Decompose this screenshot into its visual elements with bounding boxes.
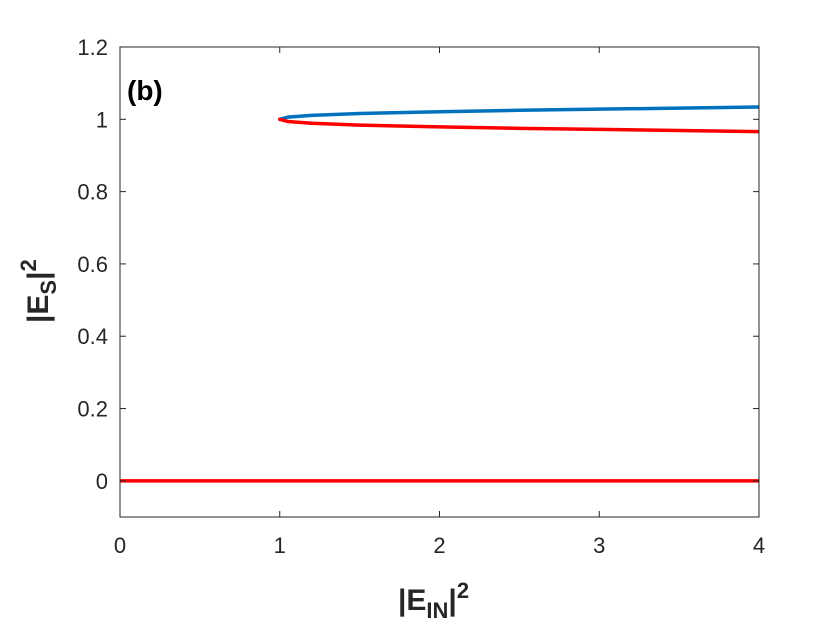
y-tick-label: 0 bbox=[96, 469, 108, 494]
series-line-0 bbox=[278, 105, 759, 122]
y-tick-label: 1.2 bbox=[77, 35, 108, 60]
x-axis-label: |EIN|2 bbox=[398, 578, 469, 623]
x-tick-label: 0 bbox=[114, 533, 126, 558]
series-line-1 bbox=[278, 117, 759, 134]
x-tick-label: 1 bbox=[274, 533, 286, 558]
series-layer bbox=[120, 105, 759, 483]
y-axis-label: |ES|2 bbox=[16, 259, 61, 323]
y-tick-label: 0.4 bbox=[77, 324, 108, 349]
y-tick-label: 0.6 bbox=[77, 252, 108, 277]
x-tick-label: 3 bbox=[593, 533, 605, 558]
x-tick-label: 4 bbox=[753, 533, 765, 558]
panel-label: (b) bbox=[127, 75, 163, 106]
plot-frame bbox=[119, 46, 760, 518]
y-tick-label: 1 bbox=[96, 107, 108, 132]
y-tick-label: 0.2 bbox=[77, 397, 108, 422]
y-tick-label: 0.8 bbox=[77, 180, 108, 205]
ticks-layer: 0 1 2 3 4 0 0.2 0.4 0.6 0.8 1 1.2 bbox=[77, 35, 765, 558]
x-tick-label: 2 bbox=[433, 533, 445, 558]
